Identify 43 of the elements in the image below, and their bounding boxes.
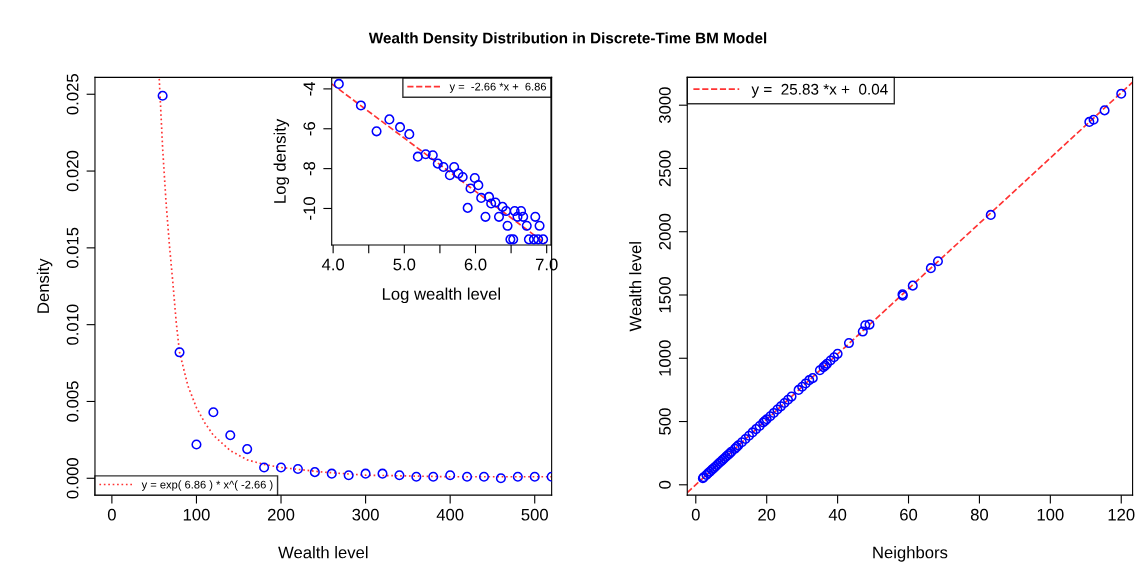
x-tick-label: 60 xyxy=(900,508,918,521)
x-tick-label: 5.0 xyxy=(393,258,416,271)
x-tick-label: 400 xyxy=(436,508,464,521)
y-tick-label: 0.025 xyxy=(66,74,79,115)
x-tick-label: 500 xyxy=(521,508,548,521)
x-tick-label: 200 xyxy=(267,508,295,521)
y-axis-title: Log density xyxy=(273,118,290,203)
x-axis-title: Neighbors xyxy=(873,546,948,562)
x-tick-label: 120 xyxy=(1108,508,1135,521)
x-axis-title: Wealth level xyxy=(278,546,368,559)
x-tick-label: 100 xyxy=(1037,508,1064,521)
y-tick-label: -8 xyxy=(303,161,316,176)
y-tick-label: -4 xyxy=(303,81,316,96)
x-tick-label: 4.0 xyxy=(321,258,345,271)
y-tick-label: 0 xyxy=(658,480,671,489)
y-tick-label: -10 xyxy=(303,197,316,220)
x-tick-label: 40 xyxy=(828,508,847,521)
y-tick-label: 2500 xyxy=(658,150,671,187)
x-tick-label: 100 xyxy=(183,508,210,521)
y-axis-title: Wealth level xyxy=(629,242,642,332)
legend-label: y = exp( 6.86 ) * x^( -2.66 ) xyxy=(141,480,273,491)
x-tick-label: 0 xyxy=(107,508,116,521)
y-tick-label: 1500 xyxy=(658,277,671,313)
y-axis-title: Density xyxy=(36,258,53,313)
y-tick-label: 2000 xyxy=(658,213,671,250)
y-tick-label: 0.020 xyxy=(66,150,79,192)
x-tick-label: 80 xyxy=(970,508,989,521)
y-tick-label: 1000 xyxy=(658,340,671,376)
y-tick-label: 0.015 xyxy=(66,227,79,269)
x-tick-label: 0 xyxy=(691,508,700,521)
x-tick-label: 20 xyxy=(758,508,776,521)
y-tick-label: 0.010 xyxy=(66,304,79,345)
y-tick-label: 0.000 xyxy=(66,458,79,499)
x-tick-label: 300 xyxy=(352,508,379,521)
x-tick-label: 6.0 xyxy=(464,258,487,271)
legend-label: y = -2.66 *x + 6.86 xyxy=(449,82,547,93)
x-axis-title: Log wealth level xyxy=(382,287,500,304)
y-tick-label: -6 xyxy=(303,122,316,136)
y-tick-label: 500 xyxy=(658,408,671,435)
legend-label: y = 25.83 *x + 0.04 xyxy=(751,83,888,98)
y-tick-label: 3000 xyxy=(658,87,671,124)
chart-title: Wealth Density Distribution in Discrete-Time BM Model xyxy=(368,32,767,47)
y-tick-label: 0.005 xyxy=(66,381,79,422)
